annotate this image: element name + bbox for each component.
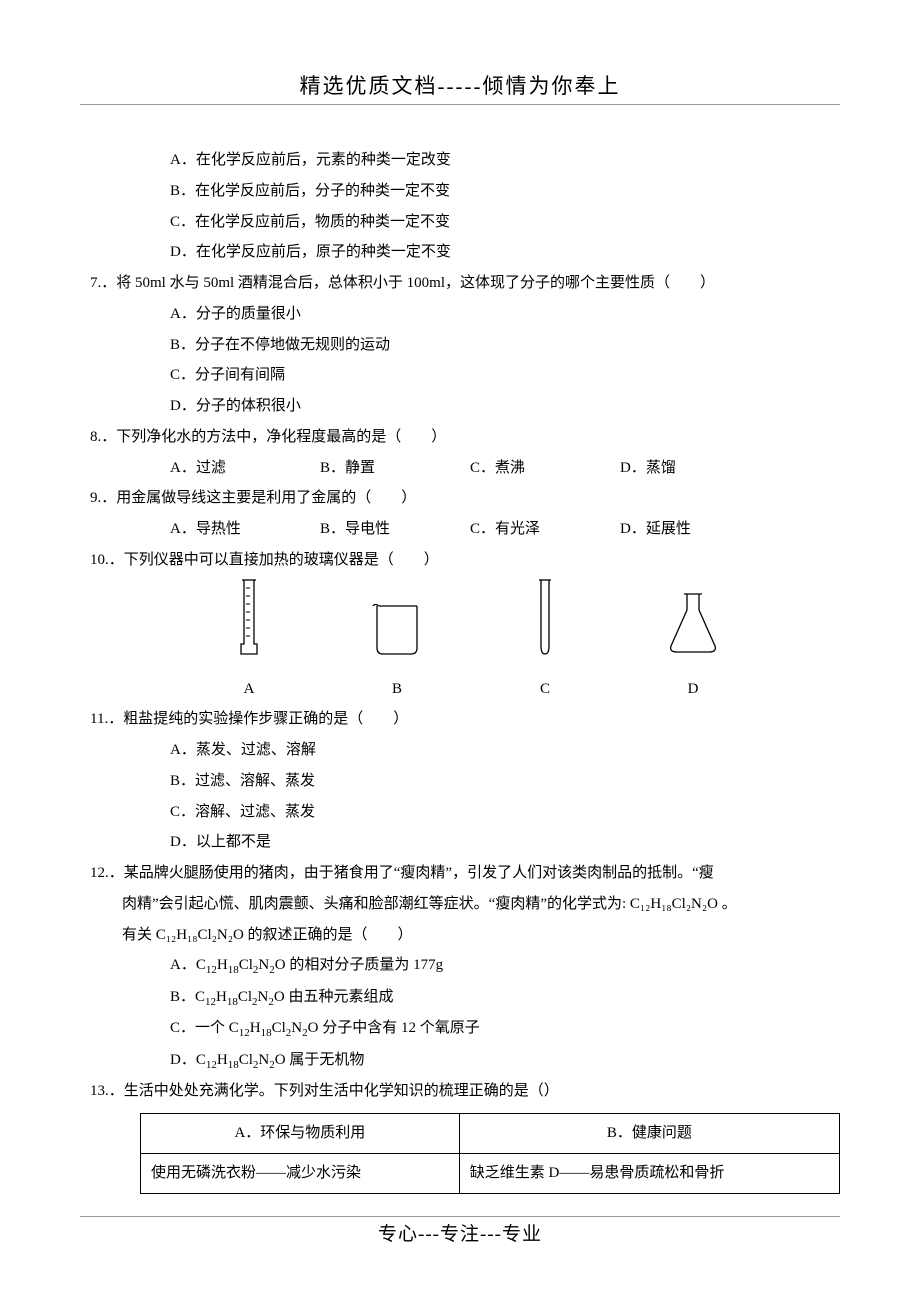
- q8-option-a: A．过滤: [170, 453, 320, 484]
- footer-rule: [80, 1216, 840, 1217]
- q10-label-a: A: [175, 674, 323, 705]
- q13-header-b: B．健康问题: [459, 1114, 839, 1154]
- q9-option-a: A．导热性: [170, 514, 320, 545]
- header-rule: [80, 104, 840, 105]
- q9-option-c: C．有光泽: [470, 514, 620, 545]
- q7-option-c: C．分子间有间隔: [80, 360, 840, 391]
- q12a-post: 的相对分子质量为 177g: [286, 957, 444, 973]
- q12-stem-line2: 肉精”会引起心慌、肌肉震颤、头痛和脸部潮红等症状。“瘦肉精”的化学式为: C₁₂…: [80, 889, 840, 920]
- q8-option-c: C．煮沸: [470, 453, 620, 484]
- q10-labels: A B C D: [80, 674, 840, 705]
- q12d-pre: D．C: [170, 1052, 206, 1068]
- q7-stem: 7.．将 50ml 水与 50ml 酒精混合后，总体积小于 100ml，这体现了…: [80, 268, 840, 299]
- q11-option-b: B．过滤、溶解、蒸发: [80, 766, 840, 797]
- q12-option-d: D．C12H18Cl2N2O 属于无机物: [80, 1045, 840, 1077]
- q7-option-a: A．分子的质量很小: [80, 299, 840, 330]
- beaker-icon: [323, 600, 471, 670]
- q10-label-b: B: [323, 674, 471, 705]
- q10-label-c: C: [471, 674, 619, 705]
- q8-option-b: B．静置: [320, 453, 470, 484]
- q12a-pre: A．C: [170, 957, 206, 973]
- q9-option-b: B．导电性: [320, 514, 470, 545]
- graduated-cylinder-icon: [175, 576, 323, 670]
- q6-option-b: B．在化学反应前后，分子的种类一定不变: [80, 176, 840, 207]
- q8-options: A．过滤 B．静置 C．煮沸 D．蒸馏: [80, 453, 840, 484]
- page: 精选优质文档-----倾情为你奉上 A．在化学反应前后，元素的种类一定改变 B．…: [0, 0, 920, 1302]
- q11-stem: 11.．粗盐提纯的实验操作步骤正确的是（ ）: [80, 704, 840, 735]
- q10-stem: 10.．下列仪器中可以直接加热的玻璃仪器是（ ）: [80, 545, 840, 576]
- table-row: 使用无磷洗衣粉——减少水污染 缺乏维生素 D——易患骨质疏松和骨折: [141, 1153, 840, 1193]
- q13-stem: 13.．生活中处处充满化学。下列对生活中化学知识的梳理正确的是（）: [80, 1076, 840, 1107]
- q12c-post: 分子中含有 12 个氧原子: [318, 1020, 479, 1036]
- q12c-pre: C．一个 C: [170, 1020, 239, 1036]
- q10-instruments-row: [80, 584, 840, 670]
- q11-option-a: A．蒸发、过滤、溶解: [80, 735, 840, 766]
- document-content: A．在化学反应前后，元素的种类一定改变 B．在化学反应前后，分子的种类一定不变 …: [80, 145, 840, 1194]
- q12-stem-line1: 12.．某品牌火腿肠使用的猪肉，由于猪食用了“瘦肉精”，引发了人们对该类肉制品的…: [80, 858, 840, 889]
- q9-option-d: D．延展性: [620, 514, 770, 545]
- header-title: 精选优质文档-----倾情为你奉上: [80, 70, 840, 100]
- conical-flask-icon: [619, 588, 767, 670]
- q8-stem: 8.．下列净化水的方法中，净化程度最高的是（ ）: [80, 422, 840, 453]
- q7-option-b: B．分子在不停地做无规则的运动: [80, 330, 840, 361]
- q13-table: A．环保与物质利用 B．健康问题 使用无磷洗衣粉——减少水污染 缺乏维生素 D—…: [140, 1113, 840, 1194]
- q12-option-b: B．C12H18Cl2N2O 由五种元素组成: [80, 982, 840, 1014]
- q13-cell-b1: 缺乏维生素 D——易患骨质疏松和骨折: [459, 1153, 839, 1193]
- footer-title: 专心---专注---专业: [80, 1219, 840, 1246]
- q9-stem: 9.．用金属做导线这主要是利用了金属的（ ）: [80, 483, 840, 514]
- q12-stem-line3: 有关 C₁₂H₁₈Cl₂N₂O 的叙述正确的是（ ）: [80, 920, 840, 951]
- q6-option-d: D．在化学反应前后，原子的种类一定不变: [80, 237, 840, 268]
- q7-option-d: D．分子的体积很小: [80, 391, 840, 422]
- table-row: A．环保与物质利用 B．健康问题: [141, 1114, 840, 1154]
- q12b-pre: B．C: [170, 989, 205, 1005]
- q6-option-c: C．在化学反应前后，物质的种类一定不变: [80, 207, 840, 238]
- q11-option-d: D．以上都不是: [80, 827, 840, 858]
- q13-cell-a1: 使用无磷洗衣粉——减少水污染: [141, 1153, 460, 1193]
- q10-label-d: D: [619, 674, 767, 705]
- q12d-post: 属于无机物: [286, 1052, 365, 1068]
- footer: 专心---专注---专业: [80, 1216, 840, 1246]
- test-tube-icon: [471, 576, 619, 670]
- q11-option-c: C．溶解、过滤、蒸发: [80, 797, 840, 828]
- q12-option-a: A．C12H18Cl2N2O 的相对分子质量为 177g: [80, 950, 840, 982]
- q13-header-a: A．环保与物质利用: [141, 1114, 460, 1154]
- q12b-post: 由五种元素组成: [285, 989, 394, 1005]
- q12-option-c: C．一个 C12H18Cl2N2O 分子中含有 12 个氧原子: [80, 1013, 840, 1045]
- q8-option-d: D．蒸馏: [620, 453, 770, 484]
- q9-options: A．导热性 B．导电性 C．有光泽 D．延展性: [80, 514, 840, 545]
- q6-option-a: A．在化学反应前后，元素的种类一定改变: [80, 145, 840, 176]
